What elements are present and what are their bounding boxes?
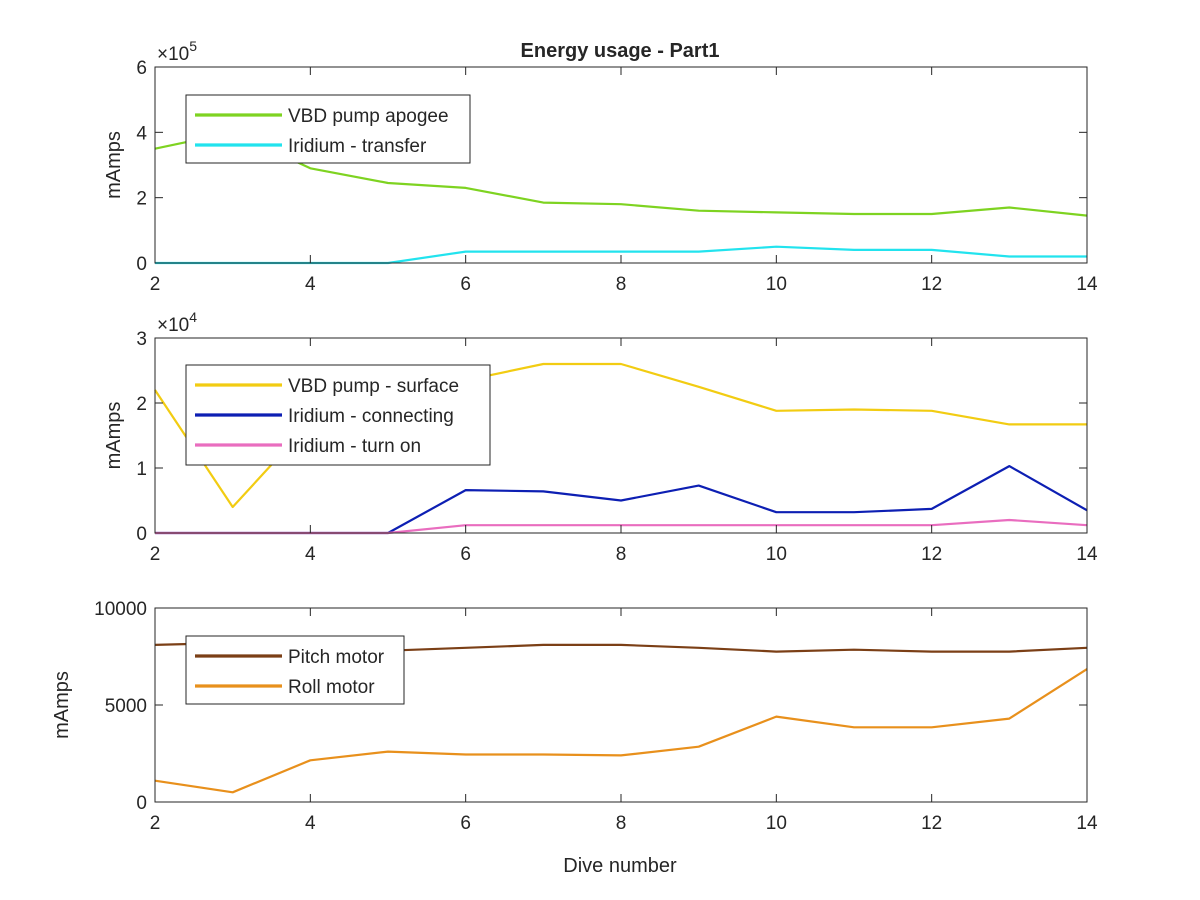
legend-box	[185, 94, 471, 164]
x-tick-label: 10	[766, 813, 787, 834]
y-axis-label: mAmps	[51, 671, 73, 739]
x-tick-label: 14	[1076, 813, 1098, 834]
y-tick-label: 2	[136, 189, 147, 210]
y-tick-label: 4	[136, 123, 147, 144]
y-tick-label: 10000	[94, 599, 147, 620]
y-tick-label: 1	[136, 459, 147, 480]
x-tick-label: 6	[460, 813, 471, 834]
x-tick-label: 8	[616, 544, 627, 565]
x-tick-label: 10	[766, 274, 787, 295]
legend-label-2: Roll motor	[288, 677, 375, 698]
subplot-3-legend: Pitch motor Roll motor	[185, 635, 405, 705]
legend-label-2: Iridium - connecting	[288, 406, 454, 427]
y-axis-label: mAmps	[103, 131, 125, 199]
series-line-3-2	[154, 668, 1088, 794]
legend-label-1: VBD pump apogee	[288, 106, 449, 127]
x-tick-label: 2	[150, 274, 161, 295]
series-line-1-1	[154, 131, 1088, 217]
y-tick-label: 2	[136, 394, 147, 415]
legend-label-1: VBD pump - surface	[288, 376, 459, 397]
y-axis-exponent: ×104	[157, 309, 197, 336]
x-tick-label: 6	[460, 544, 471, 565]
legend-label-2: Iridium - transfer	[288, 136, 427, 157]
figure-title: Energy usage - Part1	[521, 40, 720, 62]
legend-label-1: Pitch motor	[288, 647, 385, 668]
x-tick-label: 2	[150, 544, 161, 565]
legend-box	[185, 635, 405, 705]
x-tick-label: 2	[150, 813, 161, 834]
x-tick-label: 12	[921, 813, 942, 834]
subplot-1-legend: VBD pump apogee Iridium - transfer	[185, 94, 471, 164]
x-tick-label: 4	[305, 274, 316, 295]
x-tick-label: 8	[616, 813, 627, 834]
x-tick-label: 12	[921, 544, 942, 565]
x-tick-label: 10	[766, 544, 787, 565]
x-tick-label: 14	[1076, 274, 1098, 295]
y-tick-label: 5000	[105, 696, 147, 717]
legend-label-3: Iridium - turn on	[288, 436, 421, 457]
x-tick-label: 6	[460, 274, 471, 295]
x-tick-label: 4	[305, 544, 316, 565]
y-axis-label: mAmps	[103, 402, 125, 470]
x-axis-label: Dive number	[563, 855, 677, 877]
x-tick-label: 14	[1076, 544, 1098, 565]
y-tick-label: 3	[136, 329, 147, 350]
x-tick-label: 12	[921, 274, 942, 295]
x-tick-label: 8	[616, 274, 627, 295]
subplot-2-legend: VBD pump - surface Iridium - connecting Ir…	[185, 364, 491, 466]
subplot-3: 2 4 6 8 10 12 14 0 5000 10000 mAmps Pitch motor Roll…	[51, 599, 1098, 834]
y-axis-exponent: ×105	[157, 38, 197, 65]
y-tick-label: 0	[136, 524, 147, 545]
y-tick-label: 6	[136, 58, 147, 79]
y-tick-label: 0	[136, 793, 147, 814]
y-tick-label: 0	[136, 254, 147, 275]
x-tick-label: 4	[305, 813, 316, 834]
